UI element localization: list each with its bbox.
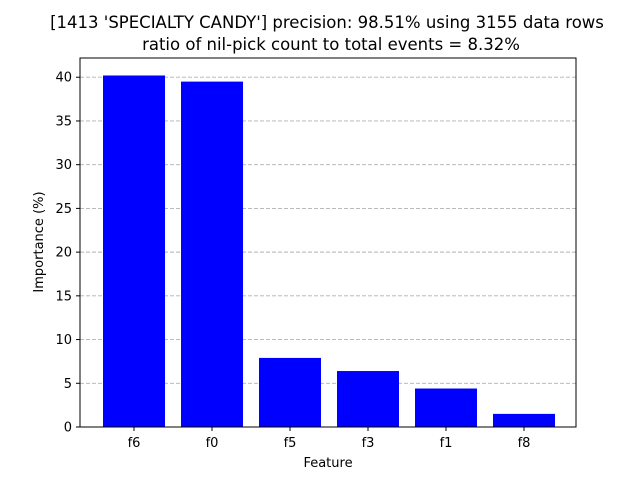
x-axis: f6 f0 f5 f3 f1 f8 — [128, 427, 531, 451]
y-tick-label: 10 — [55, 333, 72, 348]
y-tick-label: 20 — [55, 246, 72, 261]
x-tick-label: f3 — [362, 436, 375, 451]
chart-subtitle: ratio of nil-pick count to total events … — [142, 35, 520, 54]
chart-title: [1413 'SPECIALTY CANDY'] precision: 98.5… — [50, 13, 604, 32]
x-tick-label: f1 — [440, 436, 453, 451]
y-tick-label: 5 — [64, 377, 72, 392]
bar-f3 — [337, 371, 399, 427]
x-tick-label: f6 — [128, 436, 141, 451]
bar-f0 — [181, 81, 243, 427]
bar-f5 — [259, 357, 321, 427]
bar-f6 — [103, 75, 165, 427]
x-tick-label: f5 — [284, 436, 297, 451]
y-axis-label: Importance (%) — [32, 191, 47, 292]
bar-f1 — [415, 388, 477, 427]
y-tick-label: 0 — [64, 421, 72, 436]
y-tick-label: 25 — [55, 202, 72, 217]
bar-f8 — [493, 413, 555, 427]
y-tick-label: 15 — [55, 289, 72, 304]
y-tick-label: 30 — [55, 158, 72, 173]
y-tick-label: 40 — [55, 71, 72, 86]
grid-lines — [80, 76, 576, 384]
plot-frame — [79, 57, 577, 428]
y-axis: 0 5 10 15 20 25 30 35 40 — [55, 71, 80, 436]
x-tick-label: f8 — [518, 436, 531, 451]
y-tick-label: 35 — [55, 114, 72, 129]
bars — [103, 75, 555, 427]
x-axis-label: Feature — [303, 456, 352, 471]
x-tick-label: f0 — [206, 436, 219, 451]
